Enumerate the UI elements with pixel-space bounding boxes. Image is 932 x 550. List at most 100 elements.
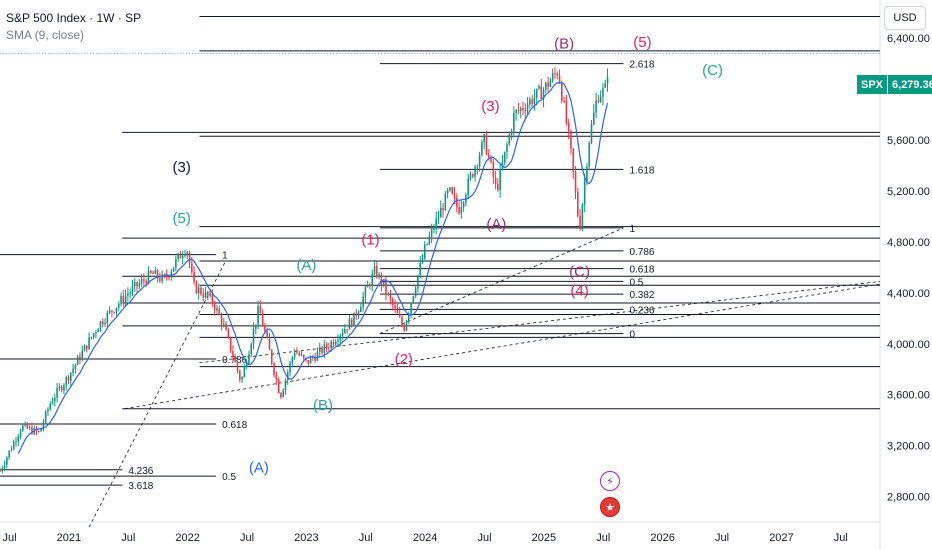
candle-body: [499, 169, 501, 191]
level-label: 1: [629, 224, 635, 235]
candle-body: [234, 357, 237, 363]
time-tick-label: Jul: [834, 532, 848, 544]
us-flag-icon[interactable]: ★: [600, 497, 620, 517]
time-tick-label: 2023: [294, 532, 318, 544]
level-label: 2.618: [629, 60, 654, 71]
candle-body: [586, 166, 588, 182]
candle-body: [252, 328, 255, 345]
candle-body: [581, 204, 584, 230]
level-label: 0.618: [222, 420, 247, 431]
trendline: [379, 227, 624, 334]
candle-body: [149, 270, 152, 273]
candle-body: [220, 314, 223, 325]
candle-body: [307, 359, 310, 364]
candle-body: [60, 386, 63, 391]
candle-body: [462, 202, 465, 208]
candle-body: [12, 442, 15, 450]
candle-body: [490, 156, 492, 163]
candle-body: [312, 357, 314, 359]
candle-body: [314, 357, 316, 361]
candle-body: [328, 347, 330, 349]
candle-body: [19, 430, 22, 437]
time-tick-label: 2025: [532, 532, 556, 544]
candle-body: [90, 337, 93, 339]
wave-label: (B): [313, 397, 333, 414]
candle-body: [366, 285, 369, 288]
level-label: 1.618: [629, 165, 654, 176]
candle-body: [487, 154, 490, 157]
candle-body: [558, 75, 561, 83]
candle-body: [211, 293, 214, 304]
candle-body: [396, 307, 399, 314]
wave-label: (4): [570, 282, 588, 299]
candle-body: [538, 86, 540, 89]
level-label: 0.382: [629, 290, 654, 301]
candle-body: [318, 347, 321, 352]
candle-body: [275, 374, 278, 380]
candle-body: [248, 354, 250, 364]
sma-path: [17, 81, 609, 454]
level-label: 0.236: [629, 305, 654, 316]
candle-body: [243, 366, 246, 378]
candle-body: [168, 276, 170, 278]
price-tick-label: 3,200.00: [887, 441, 930, 453]
candle-body: [241, 377, 243, 380]
candle-body: [257, 306, 259, 325]
candle-body: [412, 296, 415, 303]
candle-body: [204, 291, 207, 298]
candle-body: [597, 100, 600, 102]
candle-body: [131, 286, 134, 293]
candle-body: [165, 275, 168, 277]
level-label: 0.5: [629, 277, 643, 288]
wave-label: (5): [173, 210, 191, 227]
level-label: 0.618: [629, 265, 654, 276]
level-label: 4.236: [128, 466, 153, 477]
candle-body: [143, 279, 145, 281]
candle-body: [129, 292, 131, 294]
candle-body: [28, 427, 31, 429]
candle-body: [79, 356, 81, 361]
candle-body: [298, 353, 300, 356]
candle-body: [529, 99, 531, 105]
price-tick-label: 4,000.00: [887, 339, 930, 351]
candle-body: [437, 217, 440, 219]
time-tick-label: 2026: [650, 532, 674, 544]
candle-body: [197, 287, 200, 294]
candle-body: [179, 253, 182, 259]
candle-body: [595, 100, 597, 113]
wave-label: (C): [702, 62, 723, 79]
candle-body: [577, 191, 579, 216]
candle-body: [442, 207, 444, 211]
price-tick-label: 4,400.00: [887, 288, 930, 300]
candle-body: [175, 259, 177, 268]
price-tick-label: 6,400.00: [887, 33, 930, 45]
candle-body: [270, 349, 273, 364]
candle-body: [69, 372, 72, 381]
candle-body: [42, 422, 45, 429]
candle-body: [286, 372, 289, 381]
lightning-icon[interactable]: ⚡: [600, 471, 620, 491]
candle-body: [481, 141, 483, 156]
candle-body: [344, 329, 346, 334]
candle-body: [47, 409, 49, 412]
candle-body: [376, 266, 378, 277]
candle-body: [350, 319, 353, 326]
candle-body: [513, 113, 515, 132]
candle-body: [561, 82, 563, 101]
currency-button[interactable]: USD: [884, 6, 926, 30]
candle-body: [497, 183, 499, 191]
candle-body: [574, 171, 577, 192]
time-tick-label: 2027: [769, 532, 793, 544]
price-tick-label: 3,600.00: [887, 390, 930, 402]
candle-body: [508, 134, 511, 145]
level-label: 0.786: [629, 247, 654, 258]
candle-body: [101, 321, 104, 325]
candle-body: [556, 73, 559, 76]
candle-body: [588, 142, 591, 167]
candles: [0, 66, 609, 474]
candle-body: [170, 271, 173, 278]
candle-body: [572, 148, 575, 172]
candle-body: [565, 101, 568, 124]
wave-label: (2): [395, 351, 413, 368]
